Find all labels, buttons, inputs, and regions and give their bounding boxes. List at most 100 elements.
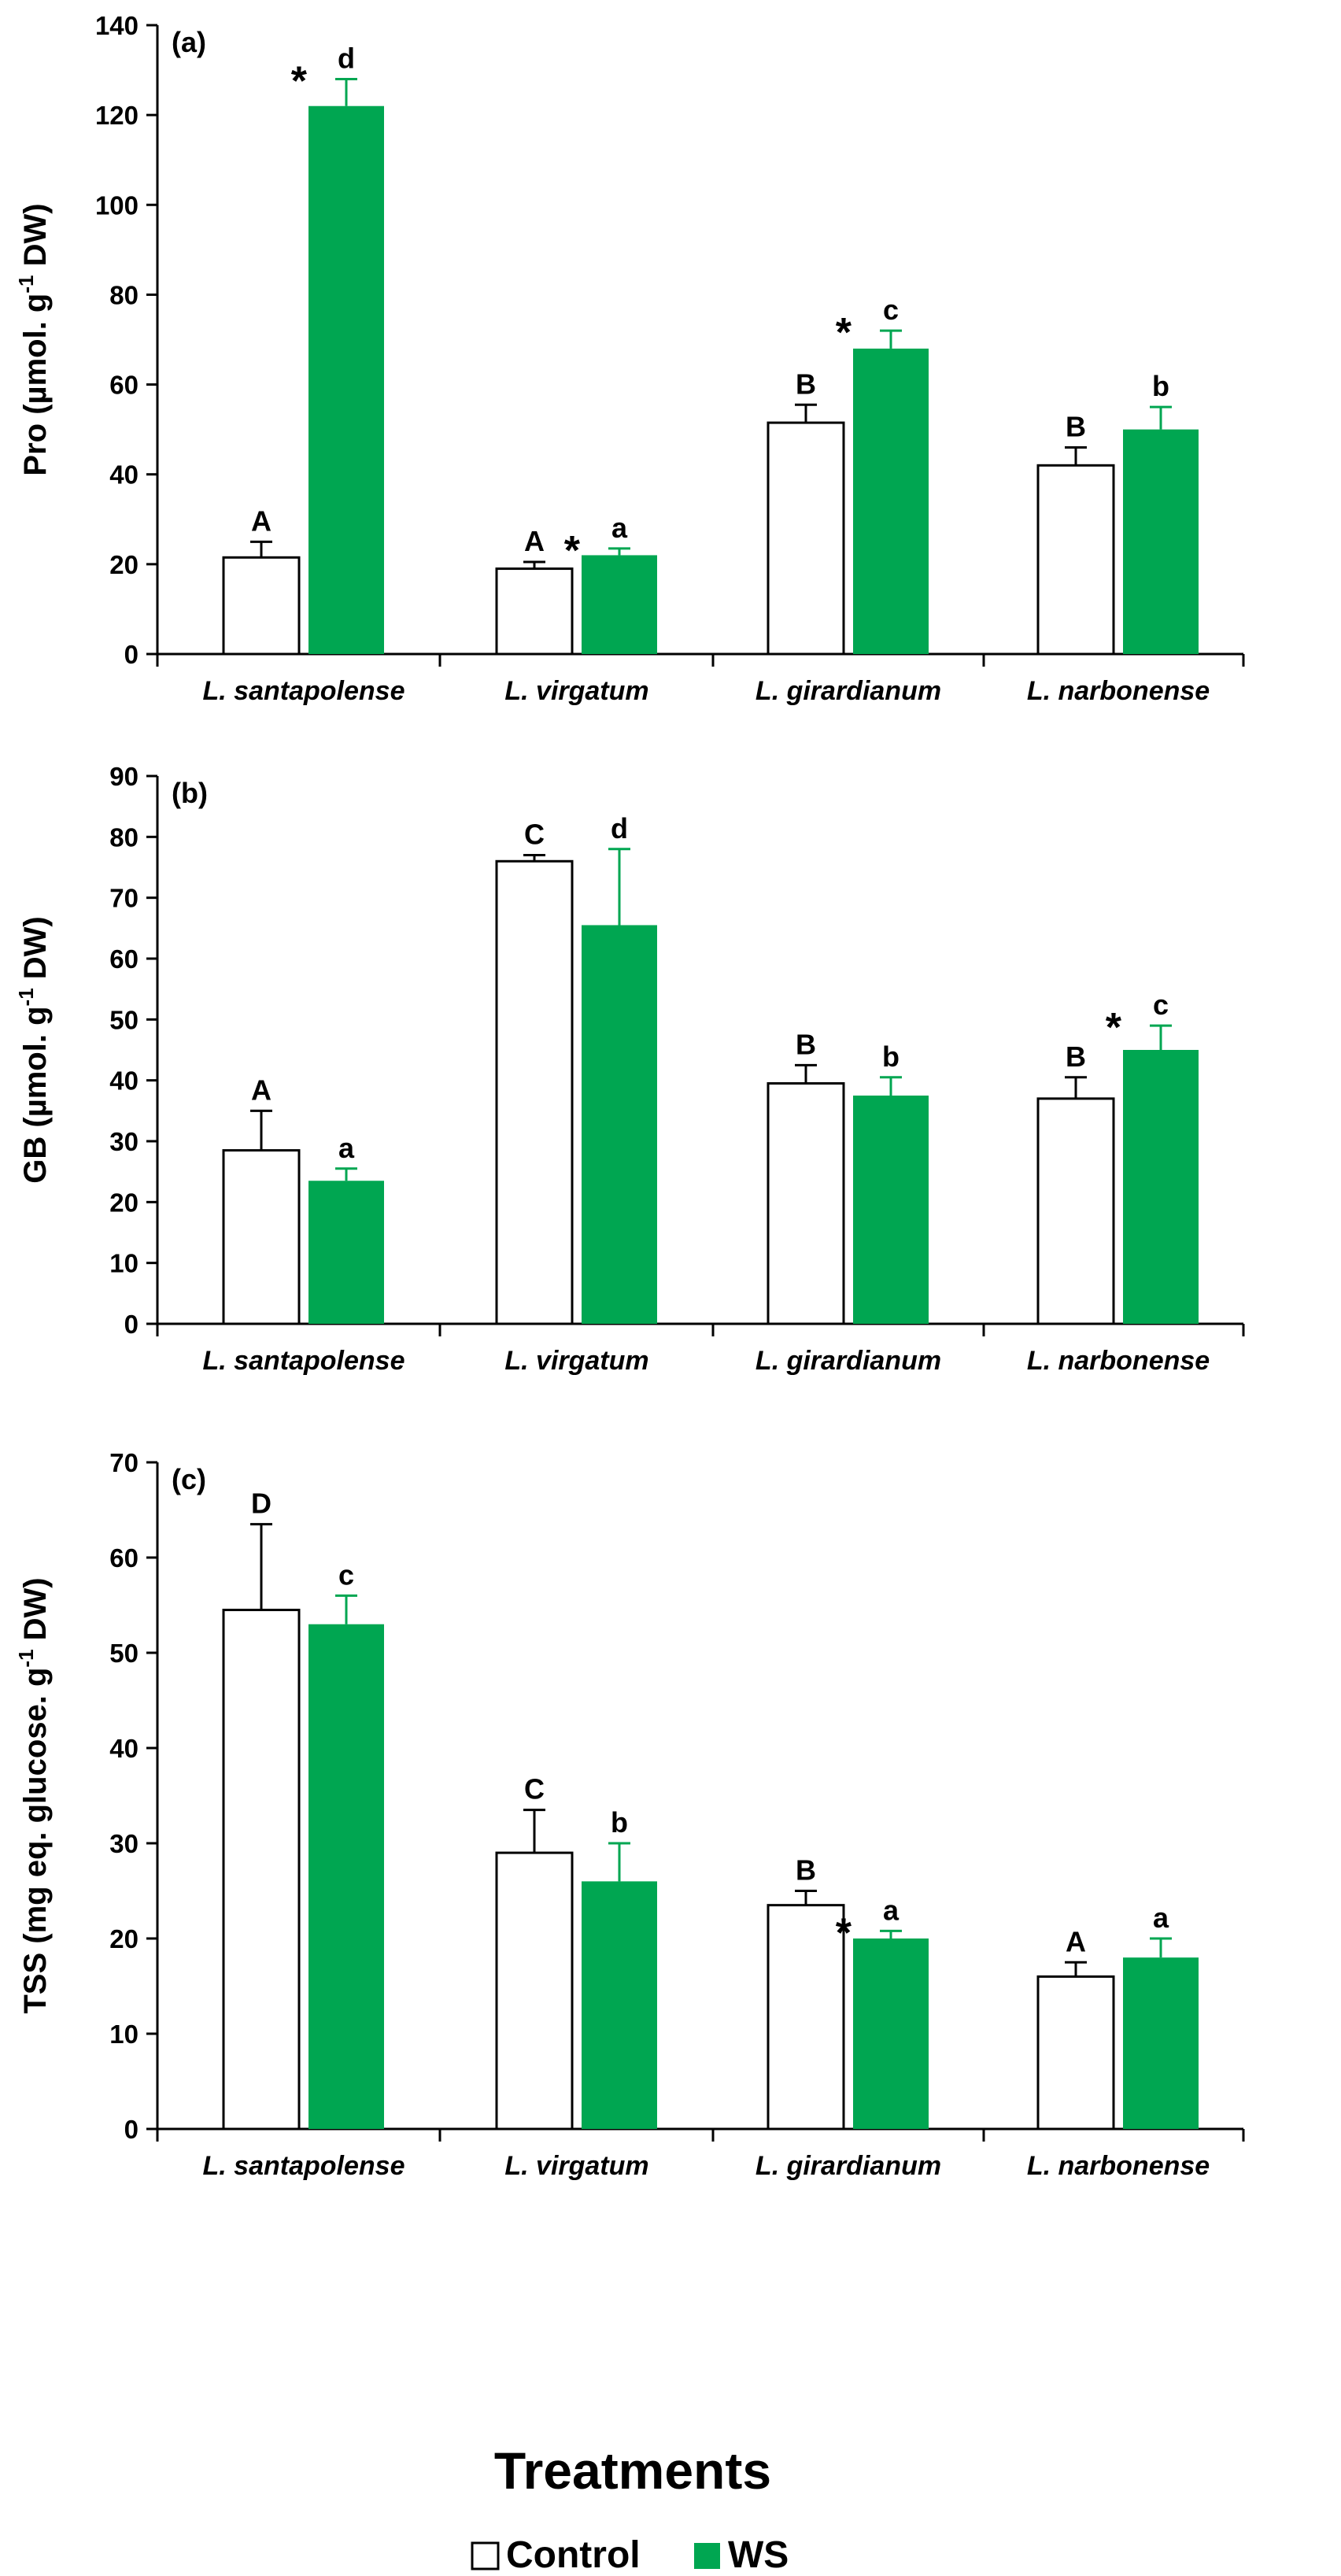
y-tick-label: 140 (95, 11, 139, 40)
y-tick-label: 60 (109, 1543, 139, 1573)
legend-label-ws: WS (728, 2534, 789, 2576)
significance-letter: A (251, 504, 272, 537)
significance-letter: d (338, 42, 355, 74)
bar-control (222, 1609, 301, 2131)
y-tick-label: 70 (109, 1448, 139, 1477)
legend: Control WS (471, 2534, 789, 2576)
significance-letter: B (796, 368, 816, 400)
bar-control (1036, 464, 1115, 656)
significance-letter: A (1066, 1925, 1086, 1957)
significance-letter: A (251, 1074, 272, 1106)
y-tick-label: 50 (109, 1005, 139, 1034)
bar-control (1036, 1097, 1115, 1325)
x-tick-label: L. virgatum (504, 1346, 648, 1376)
significance-star: * (1106, 1005, 1122, 1051)
y-tick-label: 40 (109, 1734, 139, 1763)
bar-ws (853, 1096, 929, 1324)
y-tick-label: 0 (124, 2115, 139, 2144)
y-axis-title: TSS (mg eq. glucose. g-1 DW) (14, 1577, 53, 2013)
panel-label: (a) (172, 26, 206, 58)
bar-ws (582, 555, 657, 654)
significance-letter: C (524, 819, 545, 851)
bar-control (495, 859, 574, 1325)
x-tick-label: L. girardianum (755, 2151, 941, 2181)
x-tick-label: L. virgatum (504, 2151, 648, 2181)
significance-letter: B (1066, 410, 1086, 442)
y-tick-label: 30 (109, 1829, 139, 1858)
x-tick-label: L. girardianum (755, 1346, 941, 1376)
legend-swatch-ws (694, 2543, 720, 2569)
significance-letter: D (251, 1488, 272, 1520)
significance-letter: B (1066, 1040, 1086, 1073)
y-tick-label: 90 (109, 762, 139, 791)
significance-letter: A (524, 525, 545, 557)
significance-letter: b (611, 1806, 628, 1839)
x-tick-label: L. narbonense (1027, 676, 1210, 706)
y-tick-label: 80 (109, 822, 139, 852)
chart-panel-a: 0 20 40 60 80 100 120 140 L. santapolense L. virg… (14, 11, 1245, 706)
y-tick-label: 100 (95, 190, 139, 220)
significance-letter: B (796, 1854, 816, 1887)
bar-ws (1123, 1957, 1199, 2129)
bar-ws (853, 348, 929, 654)
bar-ws (582, 1881, 657, 2129)
bar-ws (582, 925, 657, 1324)
bar-ws (308, 1624, 384, 2129)
bar-ws (1123, 429, 1199, 654)
chart-panel-c: 0 10 20 30 40 50 60 70 L. santapolense L. virgatu… (14, 1448, 1245, 2181)
y-tick-label: 0 (124, 640, 139, 669)
significance-letter: a (338, 1132, 355, 1164)
significance-letter: c (883, 294, 899, 326)
significance-star: * (836, 310, 852, 356)
y-tick-label: 40 (109, 460, 139, 490)
significance-star: * (564, 528, 581, 574)
bar-ws (1123, 1050, 1199, 1324)
y-tick-label: 120 (95, 101, 139, 130)
chart-panel-b: 0 10 20 30 40 50 60 70 80 90 L. santapolense L. vir… (14, 762, 1245, 1376)
y-tick-label: 20 (109, 1188, 139, 1217)
significance-letter: c (1153, 989, 1169, 1021)
significance-star: * (291, 58, 308, 104)
y-tick-label: 70 (109, 884, 139, 913)
x-tick-label: L. santapolense (203, 1346, 405, 1376)
y-tick-label: 50 (109, 1639, 139, 1668)
y-tick-label: 40 (109, 1066, 139, 1096)
significance-letter: B (796, 1028, 816, 1060)
bar-ws (308, 105, 384, 654)
panel-label: (c) (172, 1463, 206, 1495)
y-tick-label: 20 (109, 550, 139, 579)
significance-letter: a (1153, 1902, 1169, 1934)
significance-letter: a (883, 1894, 900, 1926)
x-tick-label: L. santapolense (203, 676, 405, 706)
x-tick-label: L. virgatum (504, 676, 648, 706)
bar-control (495, 1851, 574, 2131)
y-tick-label: 20 (109, 1924, 139, 1953)
bar-control (222, 556, 301, 656)
bar-control (1036, 1975, 1115, 2131)
y-tick-label: 0 (124, 1310, 139, 1339)
bar-control (767, 1904, 845, 2131)
significance-letter: C (524, 1773, 545, 1805)
y-tick-label: 10 (109, 1249, 139, 1278)
x-tick-label: L. narbonense (1027, 1346, 1210, 1376)
x-tick-label: L. santapolense (203, 2151, 405, 2181)
y-tick-label: 10 (109, 2020, 139, 2049)
y-tick-label: 60 (109, 371, 139, 400)
significance-letter: d (611, 812, 628, 844)
bar-control (495, 567, 574, 656)
y-axis-title: GB (µmol. g-1 DW) (14, 916, 53, 1183)
significance-star: * (836, 1910, 852, 1956)
y-axis-title: Pro (µmol. g-1 DW) (14, 203, 53, 475)
x-tick-label: L. narbonense (1027, 2151, 1210, 2181)
panel-label: (b) (172, 777, 208, 809)
bar-control (767, 421, 845, 656)
x-axis-title: Treatments (494, 2441, 771, 2500)
y-tick-label: 30 (109, 1127, 139, 1156)
bar-control (767, 1082, 845, 1325)
legend-swatch-control (471, 2541, 500, 2570)
significance-letter: a (611, 512, 628, 544)
significance-letter: c (338, 1558, 354, 1591)
y-tick-label: 80 (109, 280, 139, 309)
